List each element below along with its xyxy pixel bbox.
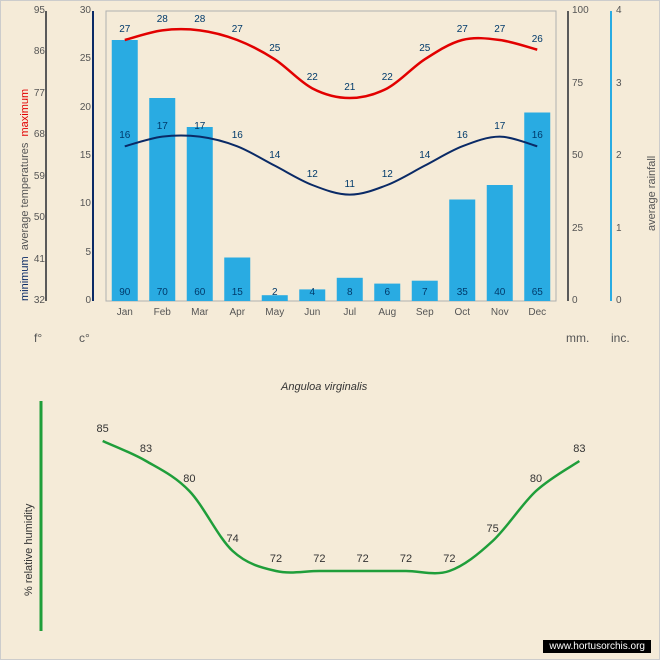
humidity-axis-label: % relative humidity — [23, 504, 35, 596]
watermark: www.hortusorchis.org — [543, 640, 651, 653]
climate-svg — [1, 1, 660, 371]
rainfall-axis-label: average rainfall — [646, 156, 658, 231]
species-title: Anguloa virginalis — [281, 381, 367, 393]
humidity-chart: % relative humidity858380747272727272758… — [1, 396, 660, 636]
temp-axis-label: minimum average temperatures maximum — [19, 89, 31, 301]
climate-chart: 0510152025303241505968778695025507510001… — [1, 1, 660, 371]
